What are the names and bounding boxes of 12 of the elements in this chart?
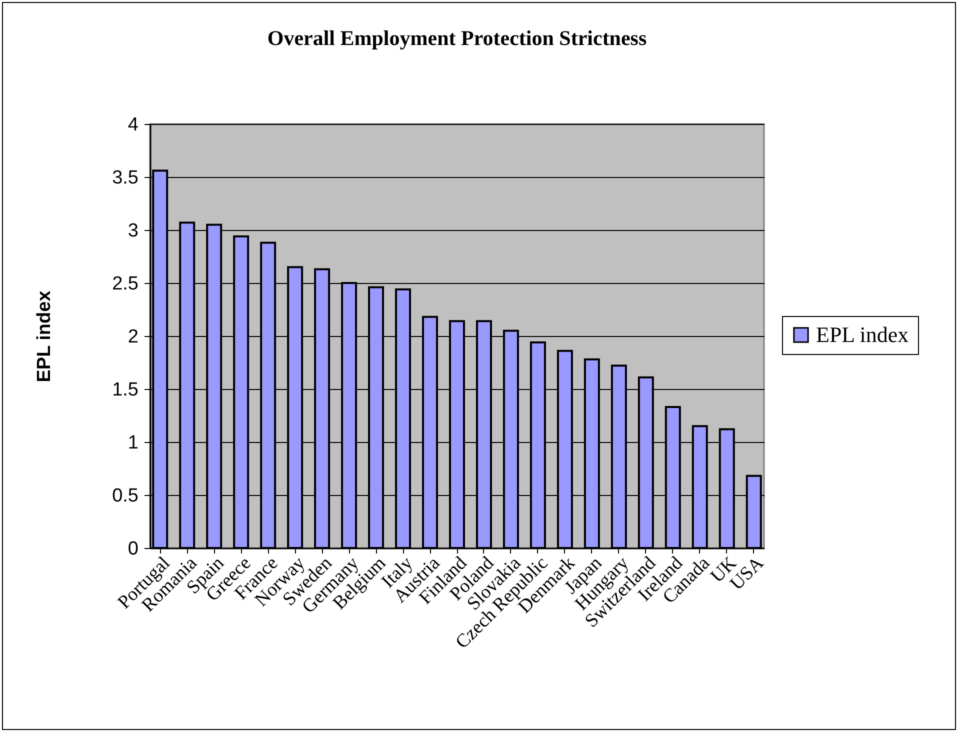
y-tick-label: 1 (128, 432, 138, 454)
y-tick-label: 0.5 (112, 486, 138, 506)
y-tick-label: 0 (128, 538, 138, 560)
chart-title: Overall Employment Protection Strictness (267, 26, 647, 50)
y-tick-label: 2 (128, 326, 138, 348)
y-axis-title: EPL index (34, 290, 56, 382)
y-tick-label: 2.5 (112, 274, 138, 294)
legend-label: EPL index (816, 322, 909, 347)
y-tick-label: 4 (128, 114, 139, 136)
y-tick-label: 3 (128, 220, 138, 242)
y-tick-label: 1.5 (112, 380, 138, 400)
y-tick-label: 3.5 (112, 168, 138, 188)
